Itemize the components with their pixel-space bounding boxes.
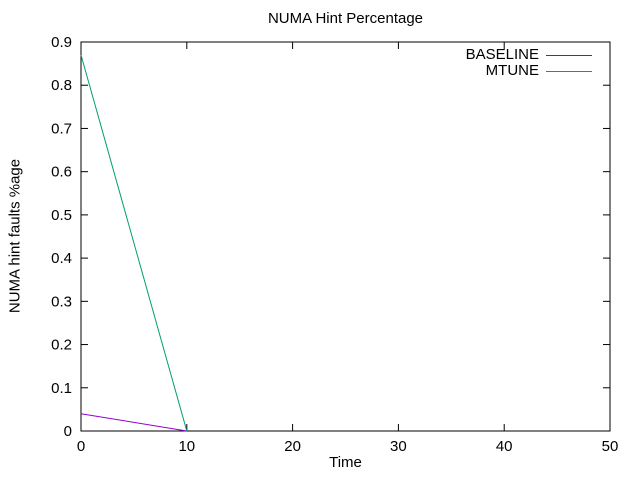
x-tick-label: 40 (496, 438, 513, 455)
y-tick-label: 0.8 (51, 77, 72, 94)
legend-item-mtune: MTUNE (466, 63, 592, 79)
x-tick-label: 10 (178, 438, 195, 455)
x-axis-label: Time (329, 454, 362, 471)
series-line-mtune (80, 54, 188, 432)
chart-title: NUMA Hint Percentage (267, 10, 424, 27)
plot-border (80, 41, 611, 432)
x-tick-label: 50 (602, 438, 619, 455)
legend-label-mtune: MTUNE (485, 62, 539, 79)
series-line-baseline (80, 413, 187, 432)
y-tick-label: 0.9 (51, 34, 72, 51)
y-tick-label: 0.6 (51, 164, 72, 181)
y-tick-label: 0.3 (51, 293, 72, 310)
x-tick-label: 0 (77, 438, 85, 455)
legend-line-sample-mtune (546, 71, 592, 72)
legend-item-baseline: BASELINE (466, 47, 592, 63)
y-tick-label: 0.5 (51, 207, 72, 224)
x-tick-label: 20 (284, 438, 301, 455)
y-tick-label: 0.2 (51, 337, 72, 354)
y-tick-label: 0.4 (51, 250, 72, 267)
x-tick-label: 30 (390, 438, 407, 455)
legend-label-baseline: BASELINE (465, 46, 539, 63)
y-tick-label: 0 (64, 423, 72, 440)
y-tick-label: 0.1 (51, 380, 72, 397)
legend-line-sample-baseline (546, 55, 592, 56)
legend: BASELINE MTUNE (466, 47, 592, 79)
y-tick-label: 0.7 (51, 120, 72, 137)
